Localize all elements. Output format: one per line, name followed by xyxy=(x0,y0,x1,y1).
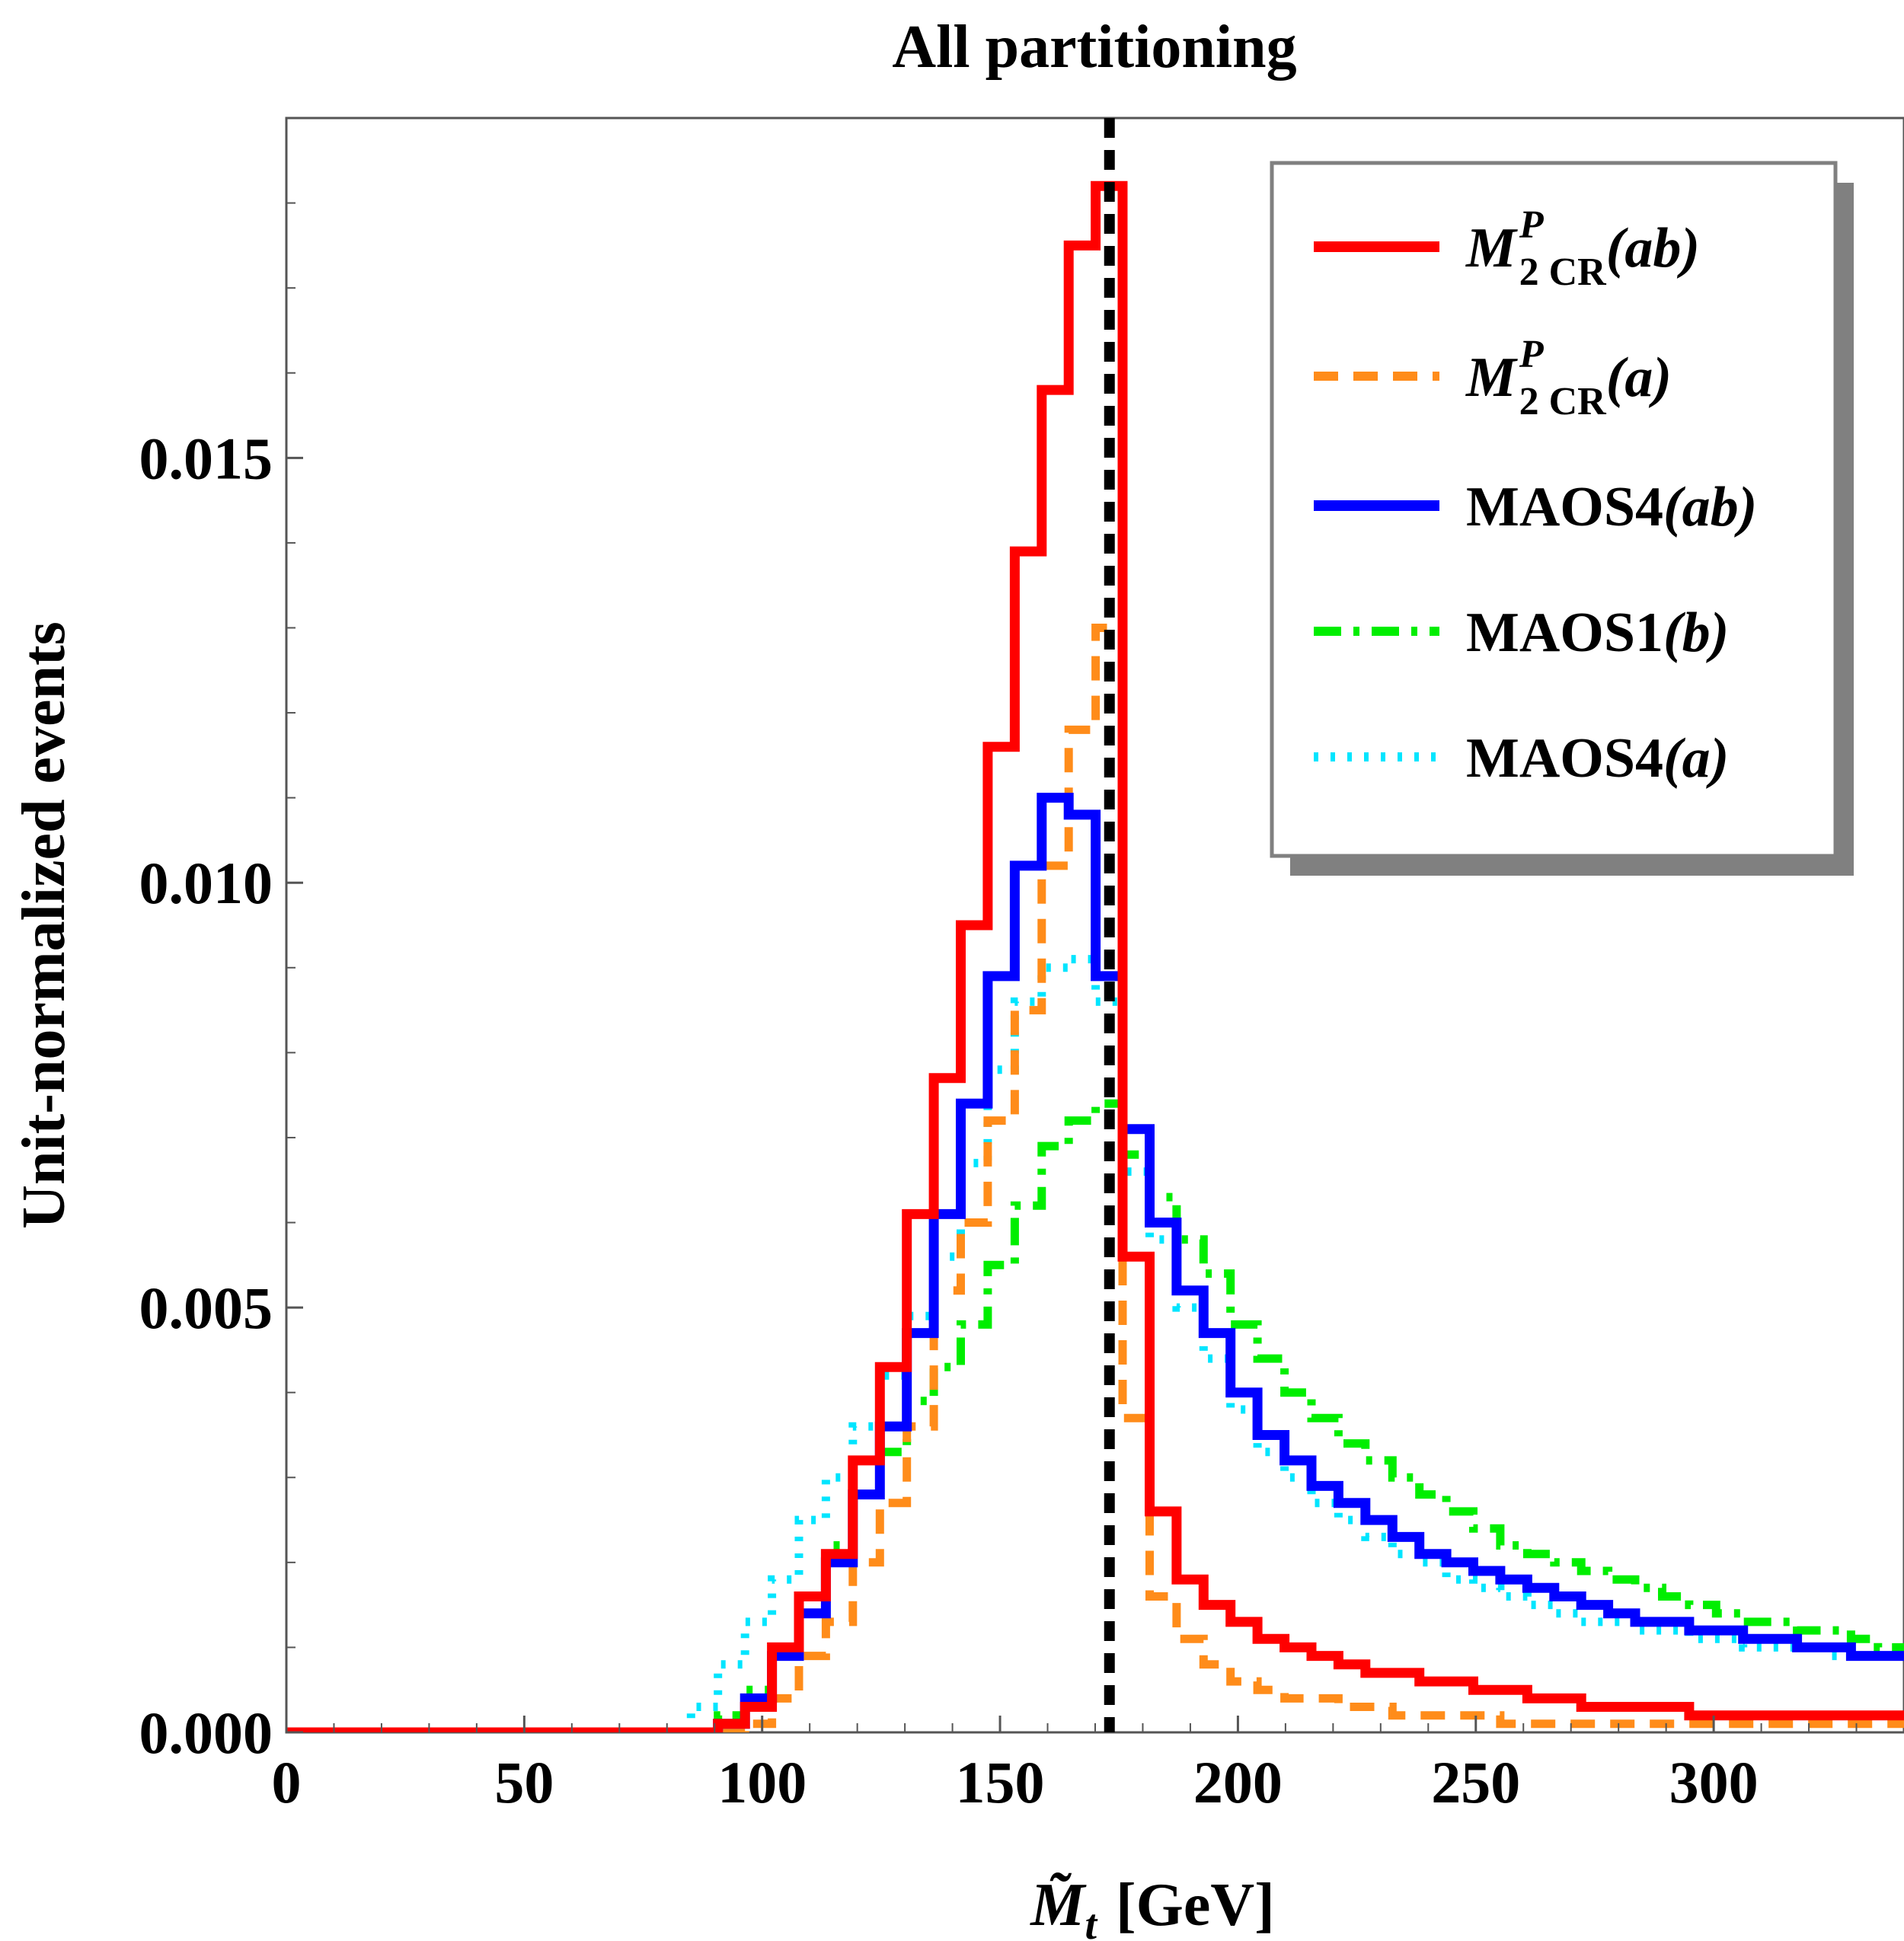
legend-item-maos1-b-: MAOS1(b) xyxy=(1314,602,1729,664)
legend-label: MAOS4(a) xyxy=(1466,727,1729,790)
legend-item-maos4-ab-: MAOS4(ab) xyxy=(1314,476,1757,538)
legend-item-m2cr-p-a-: MP 2 CR(a) xyxy=(1314,333,1672,423)
axis-layer: 0 50 100 150 200 250 300 0.000 0.005 0.010 0.015 xyxy=(139,202,1858,1815)
legend-label-arg: (ab) xyxy=(1663,476,1757,538)
series-layer xyxy=(286,180,1904,1732)
legend-label-arg: (ab) xyxy=(1606,217,1700,279)
x-tick-label: 100 xyxy=(717,1749,807,1815)
x-tick-label: 0 xyxy=(272,1749,302,1815)
x-axis-label-subscript: t xyxy=(1085,1901,1097,1941)
series-line-m2cr-p-a- xyxy=(286,624,1904,1732)
legend-label-arg: (a) xyxy=(1606,346,1672,409)
y-tick-label: 0.005 xyxy=(139,1275,273,1341)
legend-label-sup: P xyxy=(1519,203,1545,247)
x-axis-label-unit: [GeV] xyxy=(1116,1872,1275,1939)
legend-label: MAOS4(ab) xyxy=(1466,476,1757,538)
y-tick-label: 0.000 xyxy=(139,1700,273,1766)
legend-label-main: M xyxy=(1465,217,1518,279)
chart-title: All partitioning xyxy=(892,14,1296,81)
legend-label: MAOS1(b) xyxy=(1466,602,1729,664)
legend-label: MP 2 CR(ab) xyxy=(1465,203,1700,294)
svg-text:M̃t: M̃t xyxy=(1029,1872,1097,1941)
x-axis-label: M̃t [GeV] xyxy=(1029,1872,1275,1941)
x-tick-label: 250 xyxy=(1431,1749,1520,1815)
legend-item-m2cr-p-ab-: MP 2 CR(ab) xyxy=(1314,203,1700,294)
y-tick-label: 0.015 xyxy=(139,425,273,491)
legend-label: MP 2 CR(a) xyxy=(1465,333,1672,423)
legend-label-main: M xyxy=(1465,346,1518,409)
legend: MP 2 CR(ab)MP 2 CR(a)MAOS4(ab)MAOS1(b)MAOS… xyxy=(1270,161,1854,876)
legend-label-sub: 2 CR xyxy=(1519,380,1608,423)
x-tick-label: 300 xyxy=(1669,1749,1759,1815)
x-axis-label-symbol: M̃ xyxy=(1029,1872,1087,1939)
x-tick-label: 150 xyxy=(956,1749,1045,1815)
series-line-maos4-a- xyxy=(286,955,1904,1732)
x-tick-label: 200 xyxy=(1193,1749,1283,1815)
legend-label-main: MAOS1 xyxy=(1466,602,1663,664)
y-tick-label: 0.010 xyxy=(139,850,273,916)
y-axis-label: Unit-normalized events xyxy=(11,621,78,1229)
legend-item-maos4-a-: MAOS4(a) xyxy=(1314,727,1729,790)
legend-label-main: MAOS4 xyxy=(1466,727,1663,790)
series-line-maos1-b- xyxy=(286,1099,1904,1732)
legend-label-main: MAOS4 xyxy=(1466,476,1663,538)
legend-label-sub: 2 CR xyxy=(1519,251,1608,294)
legend-label-arg: (b) xyxy=(1663,602,1729,664)
legend-label-sup: P xyxy=(1519,333,1545,376)
x-tick-label: 50 xyxy=(494,1749,554,1815)
legend-label-arg: (a) xyxy=(1663,727,1729,790)
series-line-m2cr-p-ab- xyxy=(286,180,1904,1732)
